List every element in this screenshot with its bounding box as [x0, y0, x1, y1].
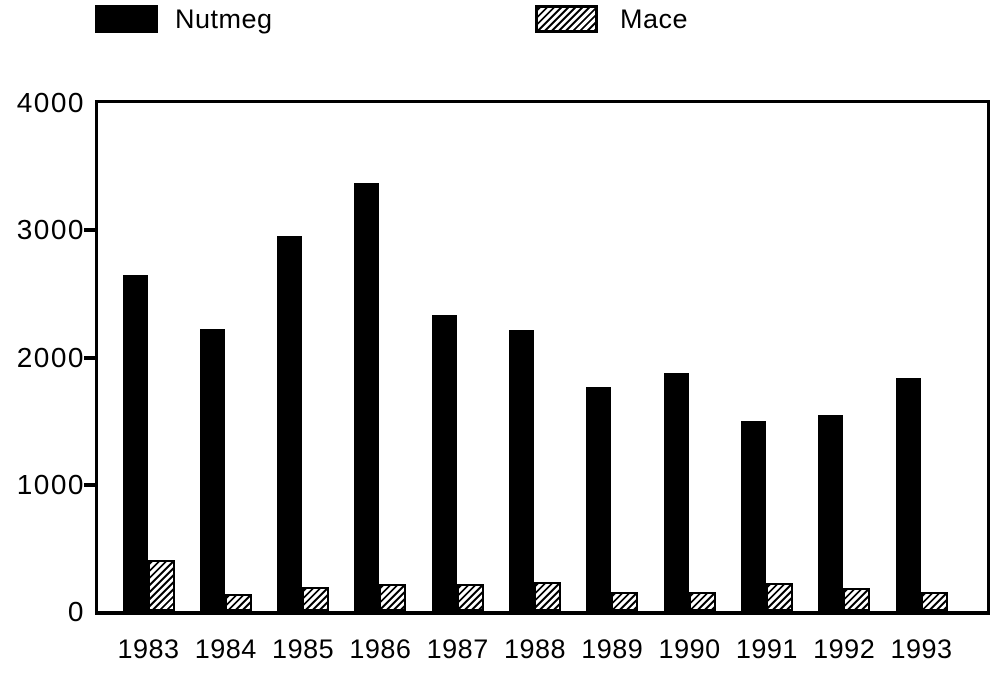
x-axis-label-1989: 1989 [581, 634, 644, 664]
x-axis-label-1992: 1992 [813, 634, 876, 664]
y-tick-2000 [84, 355, 98, 360]
bar-mace-1992 [843, 588, 871, 611]
bar-mace-1985 [302, 587, 330, 611]
bar-nutmeg-1985 [277, 236, 303, 611]
bar-nutmeg-1983 [122, 275, 148, 611]
y-tick-3000 [84, 228, 98, 233]
x-axis-label-1983: 1983 [117, 634, 180, 664]
y-axis-label-2000: 2000 [16, 341, 85, 373]
legend-swatch-nutmeg [95, 5, 158, 33]
bar-mace-1989 [611, 592, 639, 611]
bar-nutmeg-1992 [818, 415, 844, 611]
y-axis-label-0: 0 [67, 596, 85, 627]
x-axis-label-1986: 1986 [349, 634, 412, 664]
x-axis-label-1993: 1993 [890, 634, 953, 664]
bar-mace-1987 [456, 584, 484, 611]
plot-inner [84, 103, 987, 611]
bar-mace-1984 [224, 594, 252, 611]
bar-nutmeg-1984 [199, 329, 225, 611]
bar-nutmeg-1990 [663, 373, 689, 611]
bar-nutmeg-1989 [586, 387, 612, 611]
bar-mace-1990 [688, 592, 716, 611]
plot-area [84, 100, 990, 615]
bar-nutmeg-1991 [740, 421, 766, 611]
bar-nutmeg-1986 [354, 183, 380, 611]
bar-mace-1983 [147, 560, 175, 611]
bar-mace-1991 [765, 583, 793, 611]
legend-swatch-mace [535, 5, 598, 33]
bar-mace-1993 [920, 592, 948, 611]
x-axis-label-1988: 1988 [503, 634, 567, 664]
y-tick-1000 [84, 482, 98, 487]
x-axis-label-1991: 1991 [735, 634, 798, 664]
y-axis-label-1000: 1000 [16, 468, 85, 500]
bar-nutmeg-1988 [509, 330, 534, 611]
y-axis-label-4000: 4000 [16, 87, 85, 118]
x-axis-label-1987: 1987 [426, 634, 489, 664]
bar-nutmeg-1993 [895, 378, 921, 611]
bar-mace-1988 [534, 582, 561, 611]
x-axis-label-1990: 1990 [658, 634, 721, 664]
y-axis-label-3000: 3000 [16, 214, 85, 246]
legend-label-mace: Mace [620, 4, 689, 34]
x-axis-label-1984: 1984 [194, 634, 257, 664]
bar-nutmeg-1987 [431, 315, 457, 611]
x-axis-label-1985: 1985 [272, 634, 335, 664]
bar-mace-1986 [379, 584, 407, 611]
legend-label-nutmeg: Nutmeg [175, 4, 273, 34]
